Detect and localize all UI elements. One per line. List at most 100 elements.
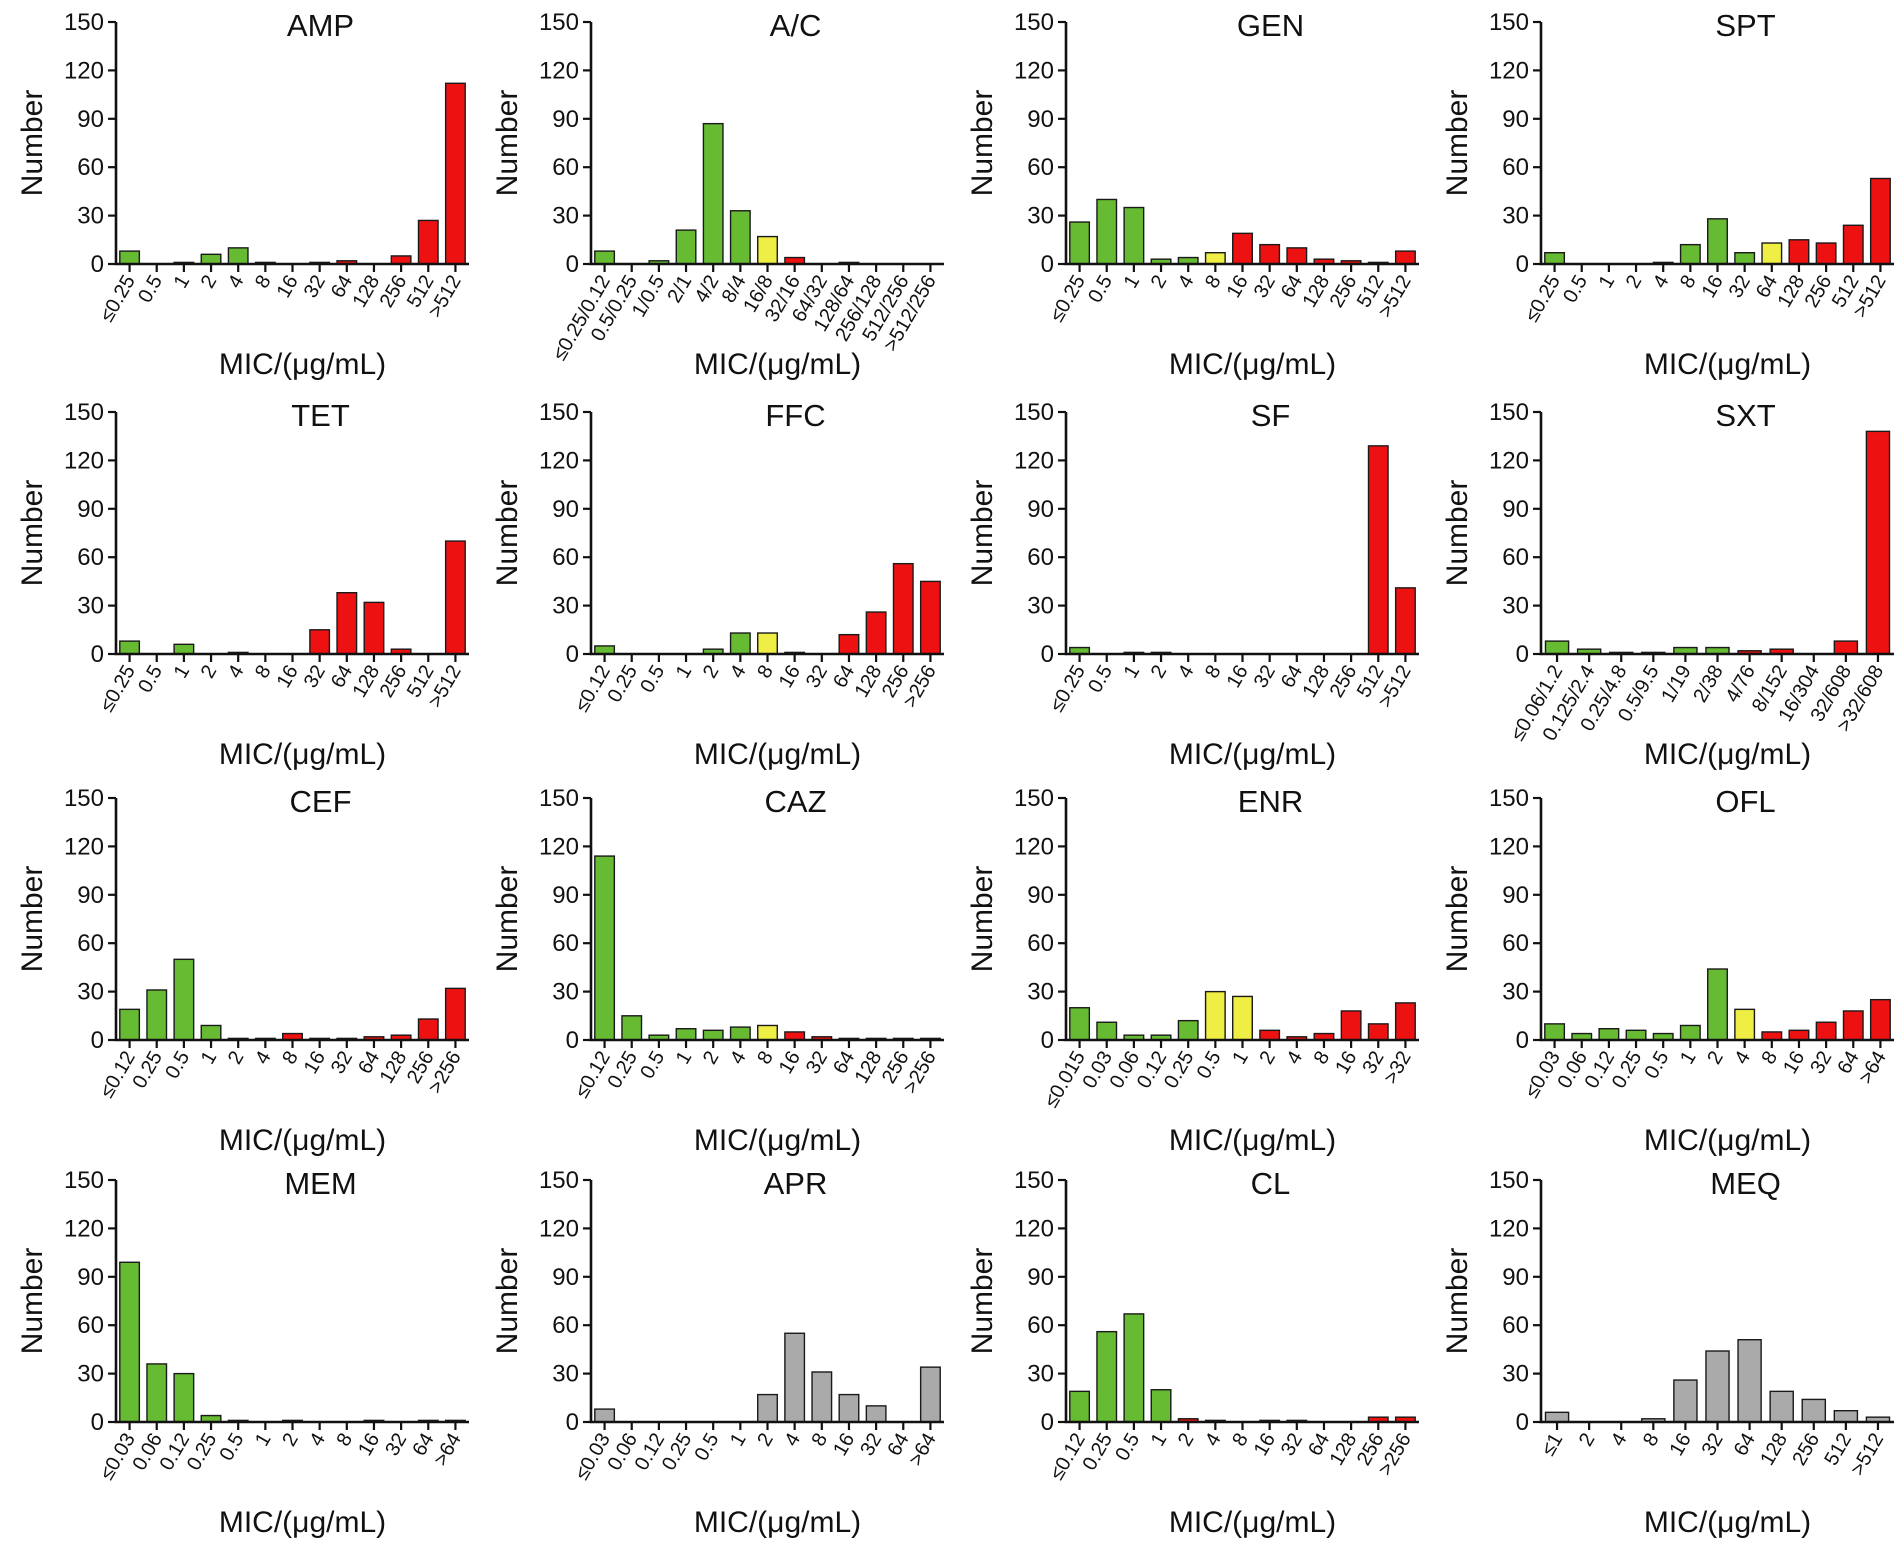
x-tick-label: 4 — [780, 1430, 805, 1451]
y-tick-label: 90 — [1502, 882, 1529, 909]
x-axis-label: MIC/(μg/mL) — [694, 738, 861, 771]
x-tick-label: ≤0.25 — [1046, 662, 1090, 716]
chart-title: A/C — [770, 8, 822, 43]
y-tick-label: 30 — [1027, 203, 1054, 230]
x-tick-label: 32 — [1277, 1430, 1307, 1460]
x-tick-label: 64 — [1730, 1430, 1760, 1460]
x-tick-label: 8 — [251, 662, 276, 683]
bar — [1869, 998, 1891, 1041]
bar — [1259, 1029, 1281, 1041]
bar — [1069, 1007, 1091, 1041]
x-tick-label: 2 — [1147, 662, 1172, 683]
panel-a-c: A/CNumber0306090120150≤0.25/0.120.5/0.25… — [491, 8, 944, 381]
bar — [1394, 1002, 1416, 1041]
x-tick-label: 2/1 — [663, 272, 696, 307]
y-tick-label: 120 — [64, 1215, 104, 1242]
y-tick-label: 120 — [64, 833, 104, 860]
bar — [702, 1029, 724, 1041]
y-axis-label: Number — [16, 866, 49, 973]
x-tick-label: 4/2 — [691, 272, 724, 307]
y-tick-label: 60 — [552, 930, 579, 957]
y-tick-label: 60 — [552, 1312, 579, 1339]
x-tick-label: 128 — [1299, 662, 1335, 702]
x-tick-label: 0.5 — [134, 662, 167, 697]
x-tick-label: 1 — [726, 1430, 751, 1451]
bar — [1737, 1339, 1762, 1423]
y-axis-label: Number — [491, 480, 524, 587]
y-axis-label: Number — [16, 90, 49, 197]
x-tick-label: >64 — [905, 1430, 941, 1470]
bar — [1177, 1019, 1199, 1041]
chart-title: APR — [764, 1166, 828, 1201]
chart-title: SXT — [1715, 398, 1775, 433]
y-tick-label: 90 — [77, 1264, 104, 1291]
y-tick-label: 150 — [1489, 9, 1529, 36]
y-tick-label: 0 — [91, 1409, 104, 1436]
bar — [1150, 1389, 1172, 1423]
x-axis-label: MIC/(μg/mL) — [694, 1124, 861, 1157]
y-tick-label: 90 — [552, 496, 579, 523]
x-tick-label: 2 — [1147, 272, 1172, 293]
bar — [309, 629, 331, 655]
y-tick-label: 30 — [77, 203, 104, 230]
x-tick-label: 2 — [1174, 1430, 1199, 1451]
chart-title: ENR — [1238, 784, 1303, 819]
bar — [1096, 198, 1118, 265]
x-tick-label: 1 — [1120, 272, 1145, 293]
bar — [119, 640, 141, 655]
y-tick-label: 150 — [64, 399, 104, 426]
y-tick-label: 30 — [1502, 203, 1529, 230]
x-tick-label: 2 — [699, 662, 724, 683]
y-tick-label: 150 — [539, 399, 579, 426]
y-axis-label: Number — [966, 866, 999, 973]
bar — [729, 210, 751, 265]
x-tick-label: 0.5 — [216, 1430, 249, 1465]
x-tick-label: 8 — [1228, 1430, 1253, 1451]
y-tick-label: 120 — [1489, 833, 1529, 860]
y-tick-label: 0 — [566, 641, 579, 668]
x-tick-label: 8 — [753, 1048, 778, 1069]
x-axis-label: MIC/(μg/mL) — [1169, 738, 1336, 771]
bar — [1069, 221, 1091, 265]
axes — [1064, 1180, 1419, 1424]
x-tick-label: 8 — [251, 272, 276, 293]
bar — [1394, 250, 1416, 265]
y-tick-label: 150 — [1014, 1167, 1054, 1194]
bar — [757, 235, 778, 265]
y-tick-label: 150 — [1489, 1167, 1529, 1194]
axes — [589, 798, 944, 1042]
x-tick-label: 16 — [775, 662, 805, 692]
x-tick-label: 256 — [1326, 662, 1362, 702]
x-tick-label: 4 — [1174, 272, 1199, 293]
x-tick-label: 2 — [224, 1048, 249, 1069]
bar — [1842, 224, 1864, 265]
bar — [1865, 430, 1891, 655]
x-tick-label: 32 — [802, 662, 832, 692]
bar — [1815, 242, 1837, 265]
y-tick-label: 150 — [1014, 399, 1054, 426]
x-tick-label: >32 — [1380, 1048, 1416, 1088]
y-axis-label: Number — [966, 480, 999, 587]
x-tick-label: 8 — [1639, 1430, 1664, 1451]
bar — [838, 633, 860, 655]
y-tick-label: 0 — [1041, 1027, 1054, 1054]
bar — [1598, 1028, 1620, 1041]
bar — [1707, 968, 1728, 1041]
y-tick-label: 60 — [1027, 544, 1054, 571]
bar — [1123, 1313, 1145, 1423]
x-axis-label: MIC/(μg/mL) — [1169, 348, 1336, 381]
x-tick-label: ≤1 — [1537, 1430, 1567, 1460]
bar — [594, 250, 616, 265]
y-axis-label: Number — [966, 1248, 999, 1355]
y-tick-label: 30 — [1027, 1361, 1054, 1388]
bar — [1707, 218, 1728, 265]
x-tick-label: >512 — [1847, 1430, 1889, 1480]
y-tick-label: 30 — [1502, 593, 1529, 620]
x-tick-label: 4 — [1607, 1430, 1632, 1451]
x-tick-label: 32 — [300, 272, 330, 302]
bar — [702, 122, 724, 265]
y-tick-label: 120 — [64, 447, 104, 474]
